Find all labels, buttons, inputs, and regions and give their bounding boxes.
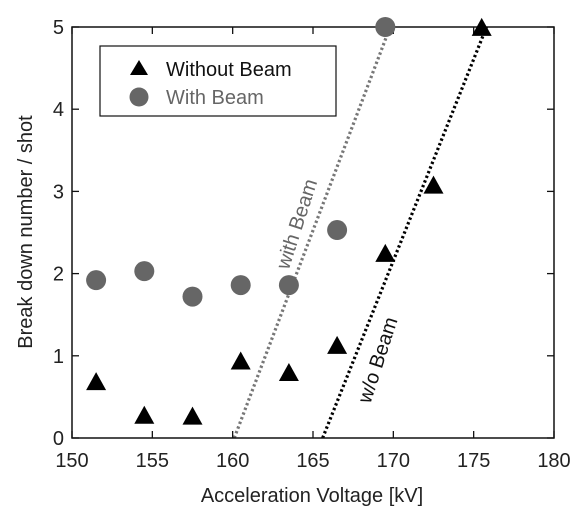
data-points (86, 17, 492, 425)
legend-marker-with-beam (129, 87, 149, 107)
x-axis-label: Acceleration Voltage [kV] (201, 485, 423, 507)
y-tick-label: 0 (53, 428, 64, 450)
legend-label-without-beam: Without Beam (166, 59, 292, 81)
y-axis: 0 1 2 3 4 5 (53, 17, 554, 450)
point-without-beam (230, 351, 251, 370)
y-tick-label: 2 (53, 264, 64, 286)
point-without-beam (423, 175, 444, 194)
point-with-beam (375, 17, 396, 37)
point-with-beam (134, 261, 155, 282)
x-axis: 150 155 160 165 170 175 180 (55, 27, 571, 472)
point-without-beam (327, 335, 348, 354)
legend-label-with-beam: With Beam (166, 87, 264, 109)
point-without-beam (182, 406, 203, 425)
x-tick-label: 180 (537, 450, 570, 472)
x-tick-label: 155 (136, 450, 169, 472)
fit-line-without-beam (321, 26, 489, 439)
fit-lines (232, 26, 489, 439)
x-tick-label: 170 (377, 450, 410, 472)
point-without-beam (86, 372, 107, 391)
point-without-beam (375, 243, 396, 262)
point-without-beam (471, 17, 492, 36)
x-tick-label: 165 (296, 450, 329, 472)
x-tick-label: 175 (457, 450, 490, 472)
y-axis-label: Break down number / shot (15, 115, 37, 349)
y-tick-label: 4 (53, 99, 64, 121)
legend: Without Beam With Beam (99, 45, 337, 117)
fit-label-without-beam: w/o Beam (354, 314, 403, 406)
point-without-beam (134, 405, 155, 424)
point-with-beam (230, 275, 251, 296)
y-tick-label: 1 (53, 346, 64, 368)
point-with-beam (278, 275, 299, 296)
x-tick-label: 150 (55, 450, 88, 472)
y-tick-label: 3 (53, 181, 64, 203)
point-with-beam (327, 220, 348, 241)
point-with-beam (182, 286, 203, 307)
point-without-beam (278, 363, 299, 382)
legend-marker-without-beam (130, 60, 148, 75)
y-tick-label: 5 (53, 17, 64, 39)
fit-line-with-beam (232, 26, 392, 439)
fit-label-with-beam: with Beam (272, 176, 322, 273)
point-with-beam (86, 270, 107, 291)
x-tick-label: 160 (216, 450, 249, 472)
